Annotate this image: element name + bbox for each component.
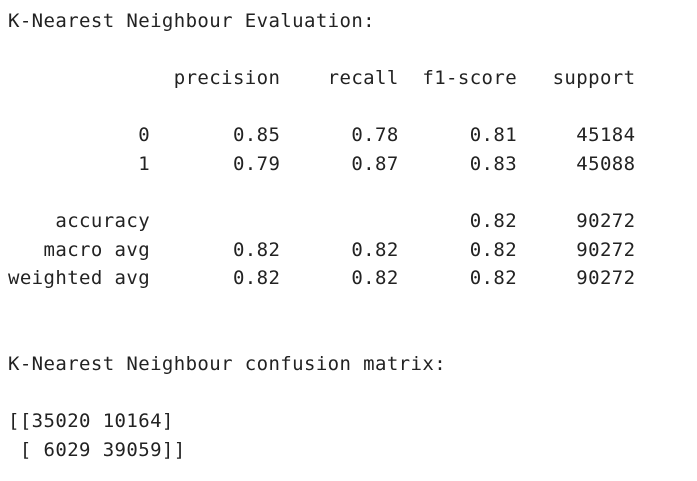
confusion-matrix-row-0: [[35020 10164] [8, 410, 174, 433]
confusion-matrix-heading: K-Nearest Neighbour confusion matrix: [8, 353, 447, 376]
macro-avg-row: macro avg 0.82 0.82 0.82 90272 [8, 238, 636, 261]
blank-line [8, 36, 635, 65]
evaluation-heading: K-Nearest Neighbour Evaluation: [8, 10, 376, 32]
blank-line [8, 293, 635, 322]
blank-line [8, 179, 635, 208]
class-1-row: 1 0.79 0.87 0.83 45088 [8, 152, 636, 175]
class-0-row: 0 0.85 0.78 0.81 45184 [8, 124, 636, 147]
confusion-matrix-row-1: [ 6029 39059]] [8, 438, 186, 461]
report-header-row: precision recall f1-score support [8, 67, 636, 90]
blank-line [8, 322, 635, 351]
weighted-avg-row: weighted avg 0.82 0.82 0.82 90272 [8, 267, 636, 290]
accuracy-row: accuracy 0.82 90272 [8, 210, 636, 233]
console-output: K-Nearest Neighbour Evaluation: precisio… [8, 7, 635, 465]
blank-line [8, 93, 635, 122]
blank-line [8, 379, 635, 408]
